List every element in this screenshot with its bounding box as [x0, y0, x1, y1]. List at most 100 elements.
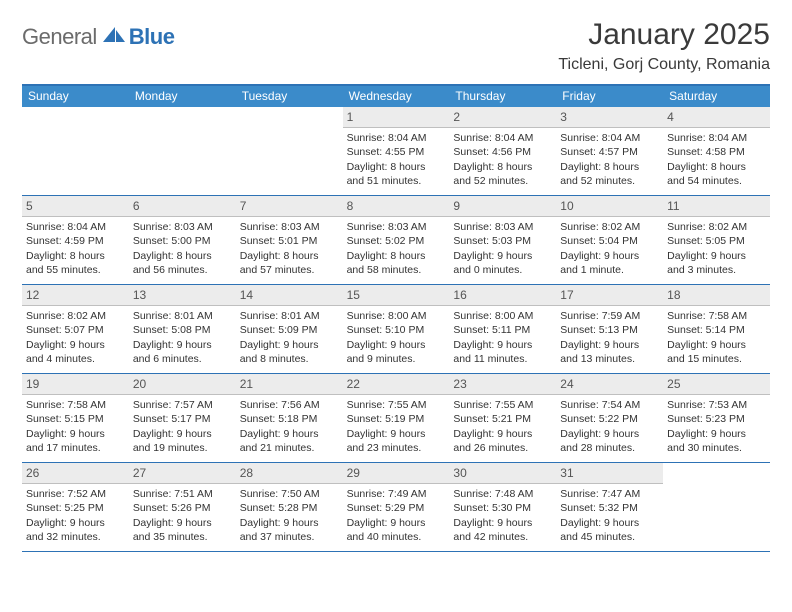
- day-number: 26: [22, 463, 129, 484]
- sunset-line: Sunset: 4:55 PM: [347, 145, 446, 159]
- sunset-line: Sunset: 5:01 PM: [240, 234, 339, 248]
- calendar-cell: 14Sunrise: 8:01 AMSunset: 5:09 PMDayligh…: [236, 285, 343, 373]
- day-number: 31: [556, 463, 663, 484]
- sunset-line: Sunset: 5:09 PM: [240, 323, 339, 337]
- sunrise-line: Sunrise: 7:57 AM: [133, 398, 232, 412]
- location-subtitle: Ticleni, Gorj County, Romania: [558, 56, 770, 74]
- calendar-cell: 21Sunrise: 7:56 AMSunset: 5:18 PMDayligh…: [236, 374, 343, 462]
- daylight-line: Daylight: 9 hours and 6 minutes.: [133, 338, 232, 366]
- sunset-line: Sunset: 5:30 PM: [453, 501, 552, 515]
- sunset-line: Sunset: 5:23 PM: [667, 412, 766, 426]
- daylight-line: Daylight: 8 hours and 58 minutes.: [347, 249, 446, 277]
- sunrise-line: Sunrise: 7:48 AM: [453, 487, 552, 501]
- daylight-line: Daylight: 8 hours and 52 minutes.: [560, 160, 659, 188]
- daylight-line: Daylight: 9 hours and 4 minutes.: [26, 338, 125, 366]
- sunset-line: Sunset: 5:19 PM: [347, 412, 446, 426]
- daylight-line: Daylight: 9 hours and 8 minutes.: [240, 338, 339, 366]
- calendar-cell: 16 Sunrise: 8:00 AMSunset: 5:11 PMDayligh…: [449, 285, 556, 373]
- daylight-line: Daylight: 8 hours and 51 minutes.: [347, 160, 446, 188]
- day-header: Friday: [556, 86, 663, 107]
- day-header: Thursday: [449, 86, 556, 107]
- calendar-cell: 7Sunrise: 8:03 AMSunset: 5:01 PMDaylight…: [236, 196, 343, 284]
- day-header: Monday: [129, 86, 236, 107]
- calendar-cell: 9Sunrise: 8:03 AMSunset: 5:03 PMDaylight…: [449, 196, 556, 284]
- logo-text-general: General: [22, 24, 97, 50]
- day-header: Tuesday: [236, 86, 343, 107]
- calendar-cell: 20Sunrise: 7:57 AMSunset: 5:17 PMDayligh…: [129, 374, 236, 462]
- daylight-line: Daylight: 9 hours and 37 minutes.: [240, 516, 339, 544]
- sunset-line: Sunset: 5:11 PM: [453, 323, 552, 337]
- daylight-line: Daylight: 9 hours and 42 minutes.: [453, 516, 552, 544]
- calendar-cell: 30Sunrise: 7:48 AMSunset: 5:30 PMDayligh…: [449, 463, 556, 551]
- sunset-line: Sunset: 5:05 PM: [667, 234, 766, 248]
- calendar-cell-empty: .: [663, 463, 770, 551]
- sunset-line: Sunset: 4:56 PM: [453, 145, 552, 159]
- daylight-line: Daylight: 9 hours and 11 minutes.: [453, 338, 552, 366]
- sunrise-line: Sunrise: 7:49 AM: [347, 487, 446, 501]
- daylight-line: Daylight: 9 hours and 1 minute.: [560, 249, 659, 277]
- day-header-row: SundayMondayTuesdayWednesdayThursdayFrid…: [22, 86, 770, 107]
- calendar-cell: 2Sunrise: 8:04 AMSunset: 4:56 PMDaylight…: [449, 107, 556, 195]
- logo-text-blue: Blue: [129, 24, 175, 50]
- sunrise-line: Sunrise: 7:53 AM: [667, 398, 766, 412]
- sunset-line: Sunset: 5:02 PM: [347, 234, 446, 248]
- title-block: January 2025 Ticleni, Gorj County, Roman…: [558, 18, 770, 74]
- day-number: 12: [22, 285, 129, 306]
- calendar-cell-empty: .: [22, 107, 129, 195]
- calendar-cell: 28Sunrise: 7:50 AMSunset: 5:28 PMDayligh…: [236, 463, 343, 551]
- day-number: 5: [22, 196, 129, 217]
- day-number: 15: [343, 285, 450, 306]
- daylight-line: Daylight: 9 hours and 9 minutes.: [347, 338, 446, 366]
- day-number: 20: [129, 374, 236, 395]
- sunset-line: Sunset: 5:17 PM: [133, 412, 232, 426]
- sunrise-line: Sunrise: 8:00 AM: [453, 309, 552, 323]
- sunrise-line: Sunrise: 8:03 AM: [240, 220, 339, 234]
- daylight-line: Daylight: 8 hours and 56 minutes.: [133, 249, 232, 277]
- calendar-cell: 27Sunrise: 7:51 AMSunset: 5:26 PMDayligh…: [129, 463, 236, 551]
- day-number: 13: [129, 285, 236, 306]
- calendar-cell: 25 Sunrise: 7:53 AMSunset: 5:23 PMDayligh…: [663, 374, 770, 462]
- daylight-line: Daylight: 9 hours and 35 minutes.: [133, 516, 232, 544]
- day-number: 25: [663, 374, 770, 395]
- sunrise-line: Sunrise: 7:55 AM: [347, 398, 446, 412]
- day-number: 10: [556, 196, 663, 217]
- daylight-line: Daylight: 9 hours and 0 minutes.: [453, 249, 552, 277]
- calendar-cell: 4Sunrise: 8:04 AMSunset: 4:58 PMDaylight…: [663, 107, 770, 195]
- daylight-line: Daylight: 9 hours and 30 minutes.: [667, 427, 766, 455]
- daylight-line: Daylight: 9 hours and 21 minutes.: [240, 427, 339, 455]
- sunrise-line: Sunrise: 8:04 AM: [453, 131, 552, 145]
- day-number: 22: [343, 374, 450, 395]
- sunrise-line: Sunrise: 7:50 AM: [240, 487, 339, 501]
- calendar-cell: 22 Sunrise: 7:55 AMSunset: 5:19 PMDayligh…: [343, 374, 450, 462]
- daylight-line: Daylight: 9 hours and 15 minutes.: [667, 338, 766, 366]
- sunset-line: Sunset: 5:03 PM: [453, 234, 552, 248]
- sunset-line: Sunset: 5:00 PM: [133, 234, 232, 248]
- sunrise-line: Sunrise: 7:52 AM: [26, 487, 125, 501]
- day-number: 29: [343, 463, 450, 484]
- sunrise-line: Sunrise: 8:04 AM: [347, 131, 446, 145]
- calendar-cell: 29Sunrise: 7:49 AMSunset: 5:29 PMDayligh…: [343, 463, 450, 551]
- calendar-cell: 15Sunrise: 8:00 AMSunset: 5:10 PMDayligh…: [343, 285, 450, 373]
- calendar-cell: 6Sunrise: 8:03 AMSunset: 5:00 PMDaylight…: [129, 196, 236, 284]
- day-number: 16: [449, 285, 556, 306]
- sunrise-line: Sunrise: 8:01 AM: [240, 309, 339, 323]
- daylight-line: Daylight: 9 hours and 13 minutes.: [560, 338, 659, 366]
- sunrise-line: Sunrise: 8:04 AM: [26, 220, 125, 234]
- sunset-line: Sunset: 5:22 PM: [560, 412, 659, 426]
- daylight-line: Daylight: 8 hours and 55 minutes.: [26, 249, 125, 277]
- calendar-cell: 13Sunrise: 8:01 AMSunset: 5:08 PMDayligh…: [129, 285, 236, 373]
- calendar-cell-empty: .: [236, 107, 343, 195]
- sunset-line: Sunset: 5:32 PM: [560, 501, 659, 515]
- sunrise-line: Sunrise: 7:58 AM: [667, 309, 766, 323]
- sunrise-line: Sunrise: 8:02 AM: [667, 220, 766, 234]
- day-number: 3: [556, 107, 663, 128]
- day-number: 23: [449, 374, 556, 395]
- daylight-line: Daylight: 9 hours and 23 minutes.: [347, 427, 446, 455]
- day-number: 6: [129, 196, 236, 217]
- day-number: 28: [236, 463, 343, 484]
- calendar-week: 5Sunrise: 8:04 AMSunset: 4:59 PMDaylight…: [22, 196, 770, 285]
- calendar-cell: 18Sunrise: 7:58 AMSunset: 5:14 PMDayligh…: [663, 285, 770, 373]
- sunrise-line: Sunrise: 7:51 AM: [133, 487, 232, 501]
- calendar-cell: 24Sunrise: 7:54 AMSunset: 5:22 PMDayligh…: [556, 374, 663, 462]
- calendar-week: 26Sunrise: 7:52 AMSunset: 5:25 PMDayligh…: [22, 463, 770, 552]
